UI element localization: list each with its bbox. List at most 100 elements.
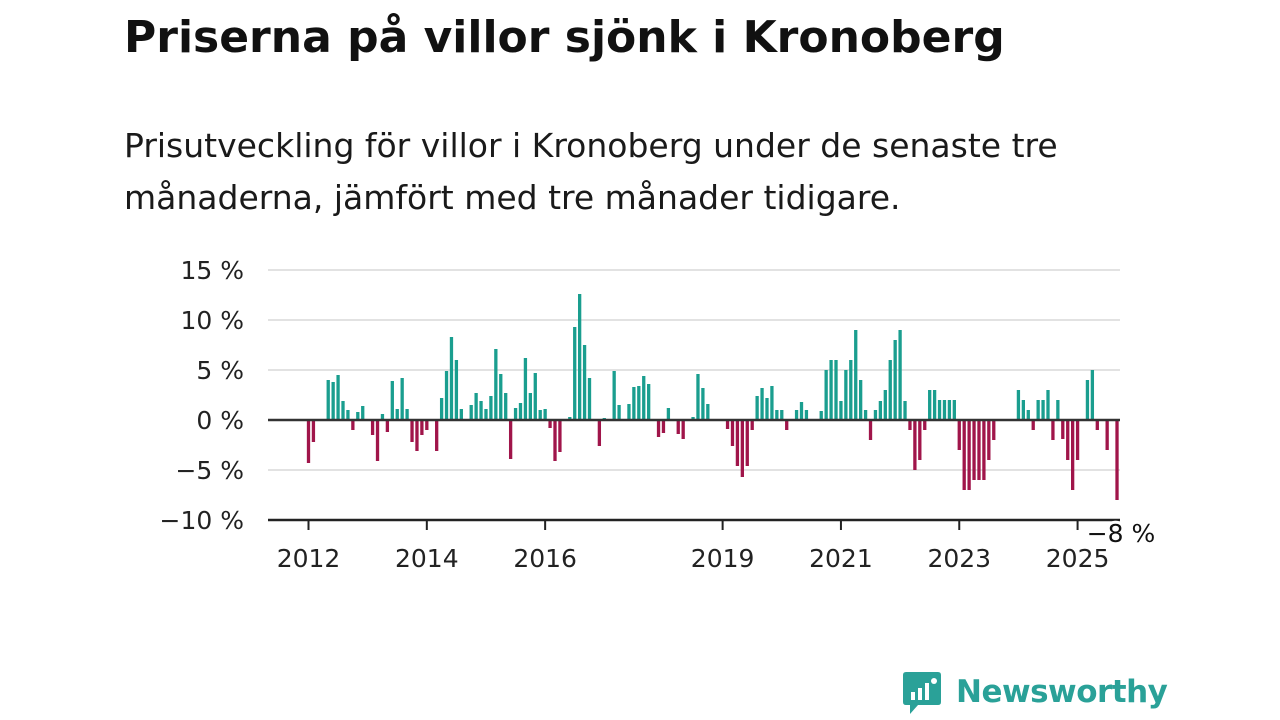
bar (794, 410, 799, 420)
bar (568, 417, 572, 420)
bar (785, 420, 789, 430)
bar (706, 404, 710, 420)
bar (484, 409, 488, 420)
bar (479, 401, 483, 420)
bar (937, 400, 942, 420)
bar (415, 420, 419, 451)
bar (908, 420, 912, 430)
bar (508, 420, 513, 459)
bar (1095, 420, 1099, 430)
bar (597, 420, 602, 446)
bar (1075, 420, 1080, 460)
bar (543, 409, 547, 420)
bar (341, 401, 345, 420)
bar (444, 371, 449, 420)
bar (681, 420, 685, 439)
bar (1026, 410, 1030, 420)
bar (799, 402, 804, 420)
bar (947, 400, 952, 420)
bar (627, 404, 631, 420)
y-tick-label: 10 % (180, 306, 244, 335)
bar (824, 370, 828, 420)
bar (494, 349, 498, 420)
bar (1051, 420, 1055, 440)
bar (666, 408, 671, 420)
bar (439, 398, 444, 420)
bar (375, 420, 380, 461)
x-tick-label: 2014 (395, 544, 459, 573)
bars (306, 294, 1119, 500)
bar (656, 420, 661, 437)
bar (765, 398, 769, 420)
y-tick-label: 5 % (196, 356, 244, 385)
bar (632, 387, 636, 420)
bar (661, 420, 666, 433)
x-tick-label: 2021 (809, 544, 873, 573)
bar (735, 420, 740, 466)
bar (883, 390, 887, 420)
bar (361, 406, 365, 420)
bar (1031, 420, 1035, 430)
bar (326, 380, 330, 420)
bar (1046, 390, 1050, 420)
bar (425, 420, 429, 430)
x-tick-label: 2023 (927, 544, 991, 573)
bar (380, 414, 385, 420)
bar (1056, 400, 1060, 420)
bar (878, 401, 883, 420)
bar (617, 405, 621, 420)
bar (385, 420, 390, 432)
bar (533, 373, 537, 420)
x-tick-label: 2016 (513, 544, 577, 573)
bar (967, 420, 971, 490)
axes (268, 418, 1120, 530)
bar (311, 420, 316, 442)
last-value-label: −8 % (1087, 519, 1156, 548)
bar (513, 408, 518, 420)
bar (775, 410, 779, 420)
bar (893, 340, 897, 420)
bar (1085, 380, 1090, 420)
newsworthy-logo-text: Newsworthy (956, 674, 1168, 710)
y-tick-label: −5 % (175, 456, 244, 485)
chart-subtitle: Prisutveckling för villor i Kronoberg un… (124, 126, 1058, 217)
bar (696, 374, 700, 420)
bar (395, 409, 399, 420)
bar (410, 420, 414, 442)
bar (750, 420, 754, 430)
tick-labels: 15 % 10 % 5 % 0 % −5 % −10 % 2012 2014 2016 2019 2… (160, 256, 1159, 573)
bar (868, 420, 873, 440)
bar (725, 420, 730, 429)
bar (972, 420, 976, 480)
bar (1071, 420, 1075, 490)
bar (1036, 400, 1040, 420)
bar (1105, 420, 1109, 450)
bar (637, 386, 641, 420)
bar (982, 420, 986, 480)
bar (336, 375, 340, 420)
y-tick-label: 0 % (196, 406, 244, 435)
bar (642, 376, 646, 420)
bar (578, 294, 582, 420)
bar (849, 360, 853, 420)
bar (306, 420, 311, 463)
bar (859, 380, 863, 420)
bar (538, 410, 542, 420)
page-title: Priserna på villor sjönk i Kronoberg (124, 12, 1005, 63)
bar (499, 374, 503, 420)
bar (804, 410, 809, 420)
bar (730, 420, 735, 446)
bar (331, 382, 335, 420)
bar (518, 403, 523, 420)
newsworthy-logo-icon (903, 672, 941, 714)
bar (760, 388, 764, 420)
bar (1016, 390, 1021, 420)
bar (1021, 400, 1025, 420)
bar (932, 390, 937, 420)
x-tick-label: 2019 (691, 544, 755, 573)
bar (612, 371, 616, 420)
bar (504, 393, 508, 420)
bar (1066, 420, 1070, 460)
bar (558, 420, 562, 452)
bar (523, 358, 528, 420)
